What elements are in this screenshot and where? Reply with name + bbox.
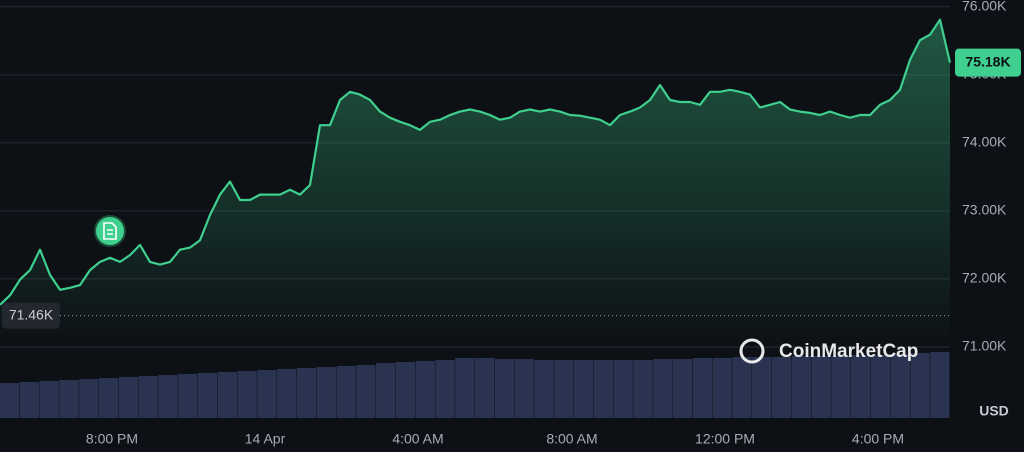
baseline-label: 71.46K xyxy=(9,306,54,322)
volume-bar xyxy=(712,358,732,418)
baseline-tag xyxy=(2,302,60,329)
price-area xyxy=(0,19,950,347)
volume-bar xyxy=(732,357,752,418)
volume-bar xyxy=(336,366,356,418)
current-price-tag xyxy=(955,48,1021,77)
watermark-logo xyxy=(739,338,765,364)
volume-bar xyxy=(395,362,416,418)
volume-bar xyxy=(296,368,317,418)
volume-bar xyxy=(534,360,554,418)
volume-bar xyxy=(613,360,633,418)
volume-bar xyxy=(870,355,891,418)
plot: 71.46K xyxy=(0,18,952,347)
watermark-text: CoinMarketCap xyxy=(779,341,918,362)
news-glyph xyxy=(103,222,117,240)
volume-bar xyxy=(811,356,831,418)
currency-label: USD xyxy=(979,403,1009,419)
volume-bar xyxy=(19,382,40,418)
price-line xyxy=(0,18,952,306)
x-tick-label: 8:00 AM xyxy=(546,431,597,447)
volume-bar xyxy=(316,367,336,418)
y-tick-label: 72.00K xyxy=(962,270,1007,286)
volume-bar xyxy=(752,357,772,418)
volume-bar xyxy=(771,357,792,418)
watermark: CoinMarketCap xyxy=(739,338,918,364)
y-tick-label: 73.00K xyxy=(962,202,1007,218)
y-tick-label: 74.00K xyxy=(962,134,1007,150)
volume-bar xyxy=(376,363,396,418)
volume-bar xyxy=(593,360,614,418)
x-tick-label: 14 Apr xyxy=(245,431,286,447)
volume-bar xyxy=(237,371,257,418)
volume-bar xyxy=(514,359,534,418)
y-tick-label: 76.00K xyxy=(962,0,1007,14)
x-tick-label: 8:00 PM xyxy=(86,431,138,447)
volume-bar xyxy=(633,360,653,418)
volume-bar xyxy=(554,360,574,418)
volume-bar xyxy=(118,377,139,418)
volume-bar xyxy=(455,358,475,418)
volume-bar xyxy=(178,374,198,418)
volume-bar xyxy=(672,359,693,418)
volume-bar xyxy=(79,379,99,418)
volume-bar xyxy=(573,360,594,418)
volume-bar xyxy=(831,356,851,418)
volume-bar xyxy=(217,372,237,418)
volume-bar xyxy=(277,369,297,418)
volume-bar xyxy=(435,360,455,418)
volume-bar xyxy=(59,380,79,418)
volume-bar xyxy=(851,355,871,418)
volume-bar xyxy=(158,375,178,418)
volume-bar xyxy=(791,356,811,418)
x-tick-label: 12:00 PM xyxy=(695,431,755,447)
volume-bar xyxy=(138,376,158,418)
volume-bar xyxy=(653,359,673,418)
news-icon[interactable] xyxy=(94,215,126,247)
volume-bar xyxy=(475,358,495,418)
volume-bar xyxy=(692,358,712,418)
x-tick-label: 4:00 AM xyxy=(392,431,443,447)
volume-bar xyxy=(415,361,435,418)
volume-bar xyxy=(930,352,950,418)
volume-bar xyxy=(39,381,59,418)
volume-bar xyxy=(98,378,119,418)
y-tick-label: 71.00K xyxy=(962,338,1007,354)
x-tick-label: 4:00 PM xyxy=(852,431,904,447)
volume-bar xyxy=(910,353,930,418)
volume-bar xyxy=(356,365,376,418)
news-marker[interactable] xyxy=(94,215,126,247)
volume-bar xyxy=(494,359,515,418)
volume-bar xyxy=(890,354,910,418)
volume-bar xyxy=(257,370,277,418)
volume-bars xyxy=(0,352,950,418)
volume-bar xyxy=(197,373,218,418)
volume-bar xyxy=(0,383,20,418)
current-price-label: 75.18K xyxy=(965,53,1010,69)
